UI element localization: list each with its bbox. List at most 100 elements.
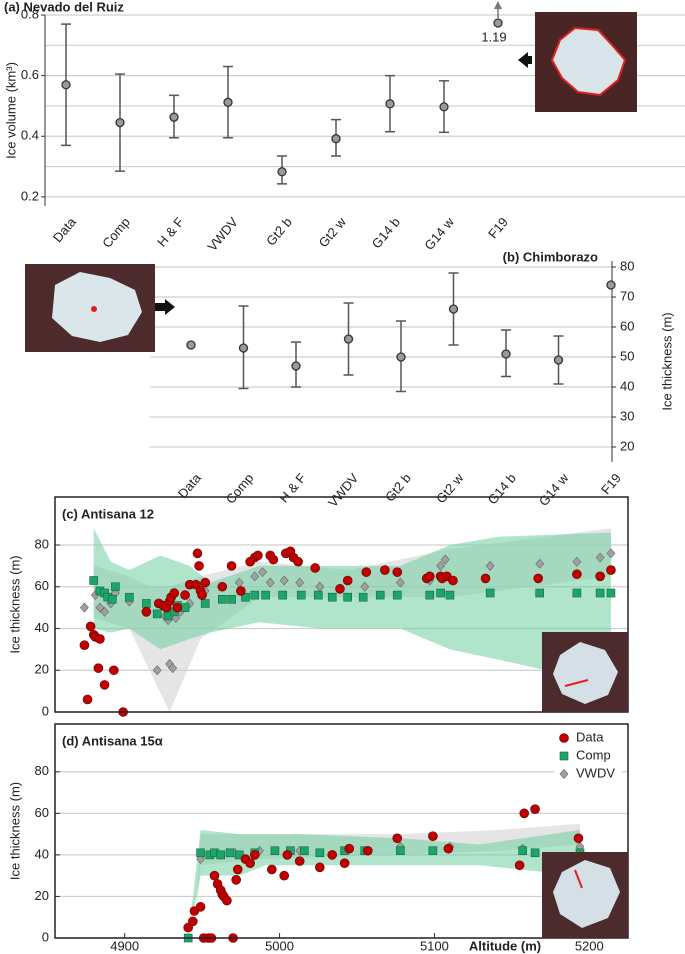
x-tick-label: H & F <box>276 470 309 505</box>
point <box>111 582 120 592</box>
plot-frame <box>54 496 629 713</box>
x-tick-label: VWDV <box>204 214 241 254</box>
point <box>267 864 277 875</box>
point <box>439 102 449 112</box>
point <box>606 548 616 559</box>
point <box>282 850 293 860</box>
point <box>493 18 503 28</box>
y-tick-label: 0.6 <box>21 67 39 82</box>
y-axis-label: Ice thickness (m) <box>7 555 22 653</box>
point <box>227 594 236 604</box>
thumbnail-c <box>542 632 628 712</box>
point <box>100 606 109 617</box>
point <box>533 573 543 584</box>
y-tick-label: 50 <box>620 348 634 363</box>
point <box>195 902 206 912</box>
y-tick-label: 20 <box>620 438 634 453</box>
x-tick-label: VWDV <box>325 470 362 510</box>
point <box>82 694 93 705</box>
point <box>445 590 455 600</box>
legend-label: Comp <box>576 747 611 762</box>
point <box>331 134 341 144</box>
thumbnail-b <box>25 264 155 352</box>
point <box>443 843 454 854</box>
point <box>79 640 90 651</box>
plot-frame <box>54 723 629 939</box>
point <box>200 599 210 608</box>
point <box>180 603 190 612</box>
point <box>315 848 325 858</box>
point <box>519 808 530 819</box>
point <box>335 584 345 594</box>
point <box>295 577 305 588</box>
arrow <box>518 52 532 68</box>
point <box>258 567 267 578</box>
point <box>294 856 305 866</box>
point <box>485 560 495 571</box>
legend-marker <box>559 769 569 779</box>
point <box>396 846 405 856</box>
point <box>223 97 233 107</box>
point <box>553 355 564 365</box>
point <box>253 550 263 561</box>
point <box>339 858 350 869</box>
point <box>360 581 370 592</box>
y-tick-label: 0.4 <box>21 128 39 143</box>
legend-marker <box>559 733 569 743</box>
y-tick-label: 60 <box>35 805 49 820</box>
point <box>152 665 162 676</box>
point <box>342 575 353 586</box>
point <box>89 576 99 585</box>
y-tick-label: 40 <box>35 620 49 635</box>
y-tick-label: 80 <box>35 763 49 778</box>
point <box>217 594 227 604</box>
point <box>186 340 196 350</box>
point <box>343 592 352 602</box>
x-tick-label: Gt2 w <box>316 214 350 250</box>
chart-title: (b) Chimborazo <box>503 249 598 264</box>
point <box>395 577 405 588</box>
title-bg <box>58 506 188 524</box>
y-tick-label: 40 <box>35 846 49 861</box>
point <box>172 602 183 613</box>
y-tick-label: 0.2 <box>21 188 39 203</box>
point <box>196 848 205 858</box>
point <box>169 588 180 598</box>
point <box>535 588 545 598</box>
point <box>216 850 226 860</box>
point <box>327 850 338 860</box>
point <box>573 833 584 844</box>
point <box>80 602 89 613</box>
point <box>315 862 325 873</box>
y-tick-label: 30 <box>620 408 634 423</box>
point <box>250 571 260 582</box>
point <box>530 848 540 858</box>
x-axis-label: Altitude (m) <box>469 938 541 953</box>
point <box>327 592 337 602</box>
point <box>595 571 605 582</box>
point <box>115 117 125 128</box>
point <box>279 575 289 586</box>
point <box>296 590 306 600</box>
x-tick-label: G14 w <box>536 470 572 509</box>
point <box>169 112 179 122</box>
point <box>480 573 491 584</box>
point <box>236 586 246 596</box>
point <box>572 569 582 580</box>
point <box>142 599 151 608</box>
point <box>226 561 237 571</box>
x-tick-label: Gt2 b <box>382 470 414 504</box>
point <box>277 167 287 177</box>
point <box>241 592 250 602</box>
y-tick-label: 80 <box>35 536 49 551</box>
point <box>270 846 280 856</box>
point <box>485 588 495 598</box>
point <box>595 588 605 598</box>
point <box>108 594 117 604</box>
point <box>200 577 211 588</box>
point <box>261 590 270 600</box>
point <box>310 563 320 573</box>
x-tick-label: Gt2 w <box>433 470 467 506</box>
y-tick-label: 20 <box>35 662 49 677</box>
point <box>514 860 525 871</box>
